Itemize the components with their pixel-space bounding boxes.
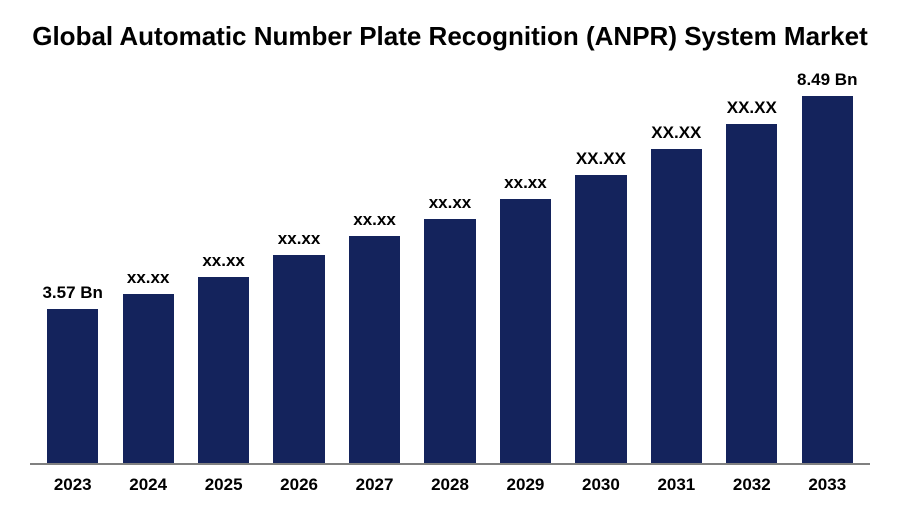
bar	[500, 199, 551, 463]
bar-group: xx.xx	[488, 74, 563, 463]
x-axis-label: 2024	[110, 475, 185, 495]
bar-value-label: xx.xx	[127, 268, 170, 288]
bar-value-label: xx.xx	[504, 173, 547, 193]
x-axis-label: 2027	[337, 475, 412, 495]
bar-group: XX.XX	[563, 74, 638, 463]
chart-container: Global Automatic Number Plate Recognitio…	[0, 0, 900, 525]
x-axis-label: 2030	[563, 475, 638, 495]
bar	[726, 124, 777, 463]
bar-group: xx.xx	[261, 74, 336, 463]
x-axis-label: 2028	[412, 475, 487, 495]
x-axis: 2023202420252026202720282029203020312032…	[30, 465, 870, 495]
bar-group: xx.xx	[110, 74, 185, 463]
bar	[349, 236, 400, 463]
bar	[273, 255, 324, 463]
x-axis-label: 2025	[186, 475, 261, 495]
bar	[651, 149, 702, 463]
bar	[424, 219, 475, 463]
bar-group: 8.49 Bn	[790, 74, 865, 463]
bar-value-label: XX.XX	[651, 123, 701, 143]
bar	[198, 277, 249, 463]
x-axis-label: 2029	[488, 475, 563, 495]
bar	[47, 309, 98, 463]
bar-group: XX.XX	[639, 74, 714, 463]
x-axis-label: 2032	[714, 475, 789, 495]
bar-value-label: 3.57 Bn	[42, 283, 102, 303]
x-axis-label: 2026	[261, 475, 336, 495]
bar-value-label: 8.49 Bn	[797, 70, 857, 90]
bar	[802, 96, 853, 463]
bar	[123, 294, 174, 463]
x-axis-label: 2031	[639, 475, 714, 495]
bar-group: xx.xx	[337, 74, 412, 463]
bar-value-label: xx.xx	[353, 210, 396, 230]
bar-value-label: XX.XX	[727, 98, 777, 118]
bar-group: 3.57 Bn	[35, 74, 110, 463]
bar-group: xx.xx	[412, 74, 487, 463]
bar-value-label: XX.XX	[576, 149, 626, 169]
x-axis-label: 2023	[35, 475, 110, 495]
bar-value-label: xx.xx	[202, 251, 245, 271]
bar-value-label: xx.xx	[429, 193, 472, 213]
bar-group: XX.XX	[714, 74, 789, 463]
chart-title: Global Automatic Number Plate Recognitio…	[30, 20, 870, 54]
bar-group: xx.xx	[186, 74, 261, 463]
x-axis-label: 2033	[790, 475, 865, 495]
bar	[575, 175, 626, 463]
bars-wrapper: 3.57 Bn xx.xx xx.xx xx.xx xx.xx xx.xx xx.xx XX.…	[30, 74, 870, 463]
plot-area: 3.57 Bn xx.xx xx.xx xx.xx xx.xx xx.xx xx.xx XX.…	[30, 74, 870, 465]
bar-value-label: xx.xx	[278, 229, 321, 249]
